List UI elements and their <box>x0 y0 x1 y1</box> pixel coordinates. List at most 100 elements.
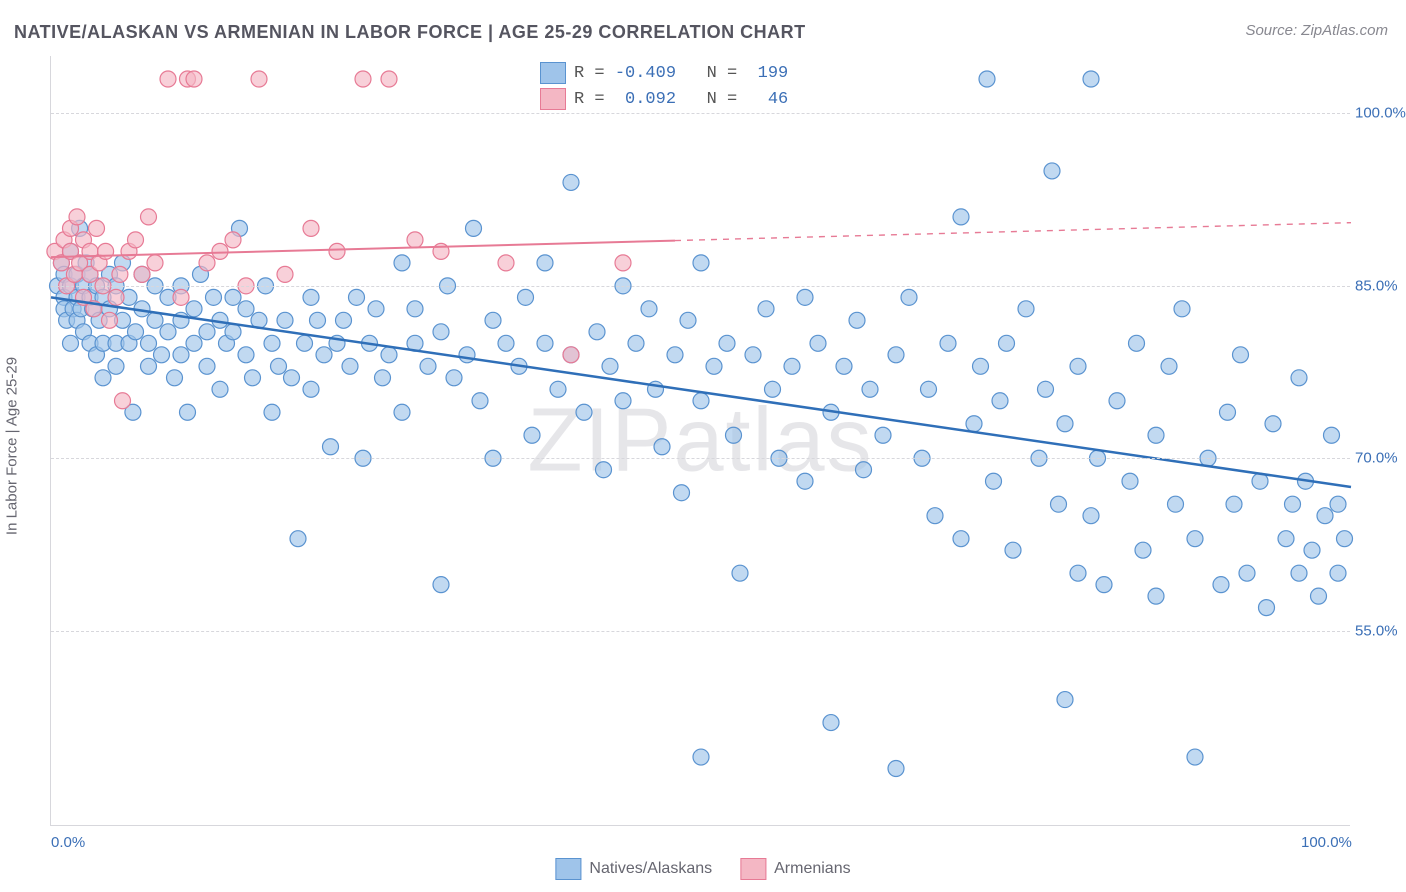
data-point <box>186 335 202 351</box>
data-point <box>128 324 144 340</box>
data-point <box>1051 496 1067 512</box>
data-point <box>576 404 592 420</box>
data-point <box>849 312 865 328</box>
data-point <box>472 393 488 409</box>
data-point <box>173 347 189 363</box>
data-point <box>336 312 352 328</box>
data-point <box>862 381 878 397</box>
data-point <box>173 289 189 305</box>
data-point <box>810 335 826 351</box>
data-point <box>498 255 514 271</box>
data-point <box>160 71 176 87</box>
data-point <box>1122 473 1138 489</box>
data-point <box>1083 71 1099 87</box>
legend-series: Natives/Alaskans Armenians <box>555 858 850 880</box>
data-point <box>667 347 683 363</box>
data-point <box>1083 508 1099 524</box>
data-point <box>115 393 131 409</box>
legend-series-item: Natives/Alaskans <box>555 858 712 880</box>
data-point <box>1239 565 1255 581</box>
data-point <box>381 347 397 363</box>
data-point <box>524 427 540 443</box>
data-point <box>1148 588 1164 604</box>
data-point <box>1161 358 1177 374</box>
data-point <box>1129 335 1145 351</box>
data-point <box>1096 577 1112 593</box>
data-point <box>797 289 813 305</box>
data-point <box>1304 542 1320 558</box>
data-point <box>394 404 410 420</box>
legend-series-label: Natives/Alaskans <box>589 860 712 878</box>
data-point <box>888 761 904 777</box>
data-point <box>973 358 989 374</box>
data-point <box>271 358 287 374</box>
data-point <box>1148 427 1164 443</box>
data-point <box>1057 416 1073 432</box>
data-point <box>1220 404 1236 420</box>
data-point <box>927 508 943 524</box>
legend-swatch <box>540 88 566 110</box>
data-point <box>758 301 774 317</box>
data-point <box>329 243 345 259</box>
data-point <box>225 289 241 305</box>
data-point <box>277 266 293 282</box>
data-point <box>1135 542 1151 558</box>
data-point <box>921 381 937 397</box>
plot-area: ZIPatlas 55.0%70.0%85.0%100.0%0.0%100.0% <box>50 56 1350 826</box>
y-tick-label: 55.0% <box>1355 622 1406 639</box>
y-tick-label: 100.0% <box>1355 105 1406 122</box>
data-point <box>979 71 995 87</box>
data-point <box>615 255 631 271</box>
legend-stat-text: R = -0.409 N = 199 <box>574 64 788 83</box>
data-point <box>589 324 605 340</box>
data-point <box>310 312 326 328</box>
data-point <box>141 209 157 225</box>
data-point <box>1018 301 1034 317</box>
data-point <box>485 312 501 328</box>
gridline <box>51 286 1350 287</box>
data-point <box>1109 393 1125 409</box>
legend-series-item: Armenians <box>740 858 850 880</box>
data-point <box>225 232 241 248</box>
data-point <box>726 427 742 443</box>
data-point <box>264 335 280 351</box>
data-point <box>856 462 872 478</box>
data-point <box>602 358 618 374</box>
data-point <box>264 404 280 420</box>
data-point <box>537 255 553 271</box>
data-point <box>206 289 222 305</box>
data-point <box>245 370 261 386</box>
data-point <box>563 174 579 190</box>
data-point <box>1005 542 1021 558</box>
data-point <box>394 255 410 271</box>
data-point <box>102 312 118 328</box>
data-point <box>128 232 144 248</box>
trend-line <box>51 241 675 258</box>
data-point <box>498 335 514 351</box>
data-point <box>407 301 423 317</box>
data-point <box>186 71 202 87</box>
data-point <box>1168 496 1184 512</box>
data-point <box>147 312 163 328</box>
data-point <box>303 220 319 236</box>
data-point <box>1070 358 1086 374</box>
data-point <box>141 335 157 351</box>
data-point <box>290 531 306 547</box>
data-point <box>355 71 371 87</box>
data-point <box>693 255 709 271</box>
data-point <box>147 255 163 271</box>
data-point <box>1213 577 1229 593</box>
data-point <box>1265 416 1281 432</box>
data-point <box>199 358 215 374</box>
data-point <box>745 347 761 363</box>
data-point <box>518 289 534 305</box>
data-point <box>407 232 423 248</box>
data-point <box>108 358 124 374</box>
data-point <box>199 255 215 271</box>
data-point <box>303 381 319 397</box>
data-point <box>63 335 79 351</box>
data-point <box>225 324 241 340</box>
data-point <box>992 393 1008 409</box>
data-point <box>1057 692 1073 708</box>
data-point <box>596 462 612 478</box>
